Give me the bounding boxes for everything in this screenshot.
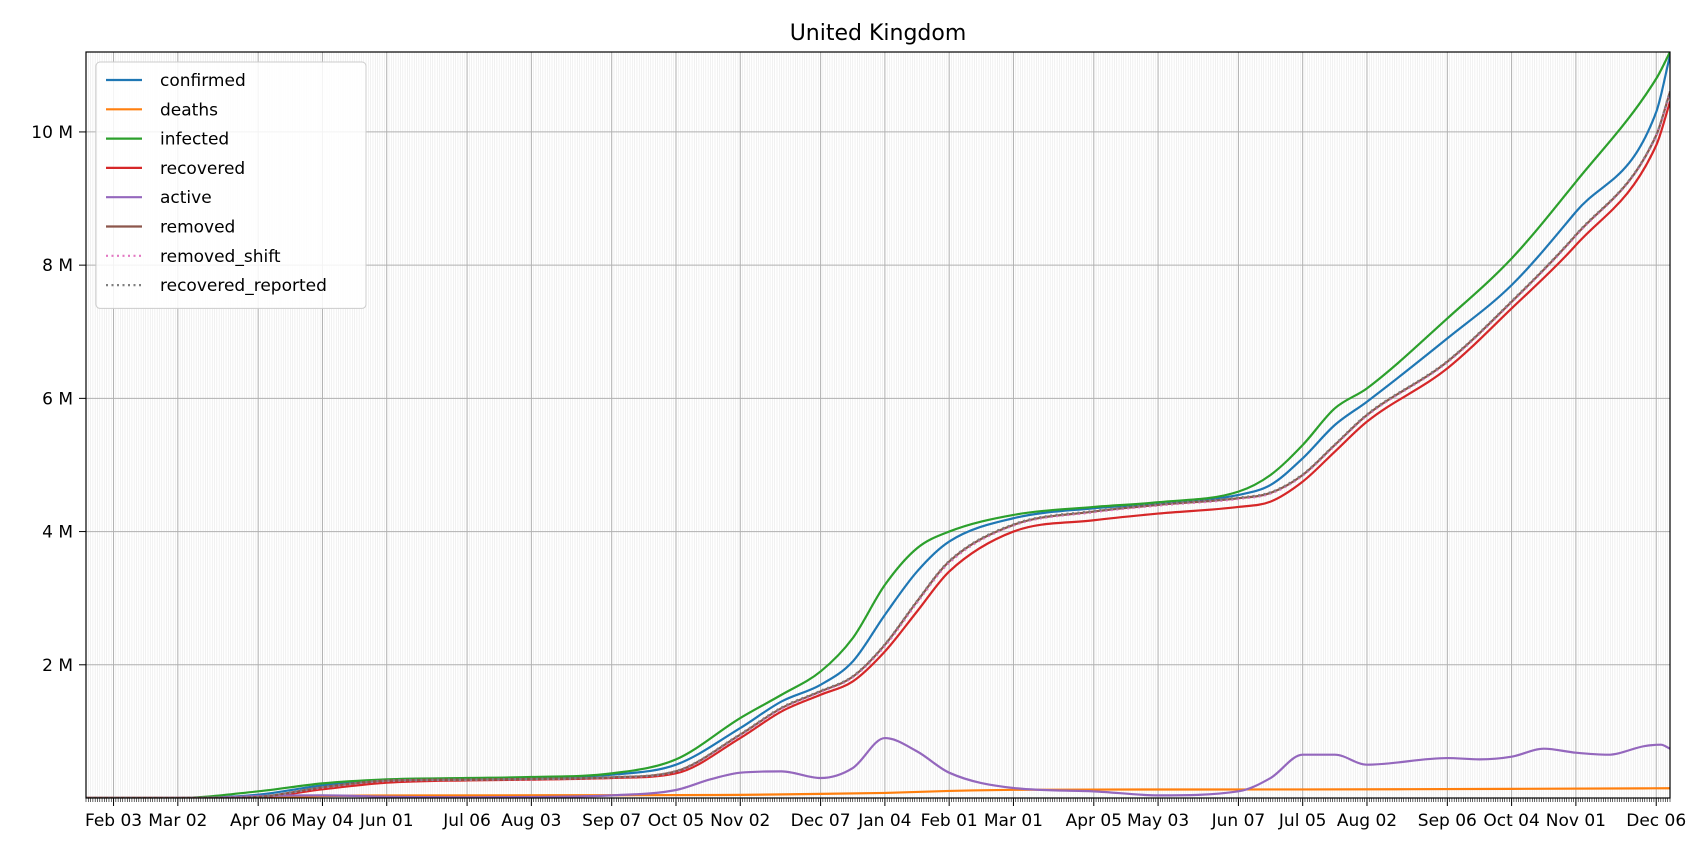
x-tick-label: Nov 01 <box>1546 811 1606 831</box>
minor-grid <box>85 52 1671 798</box>
legend-label: active <box>160 188 212 208</box>
series-removed <box>86 90 1670 798</box>
y-tick-label: 4 M <box>42 523 73 543</box>
legend-label: confirmed <box>160 71 246 91</box>
x-tick-label: Dec 07 <box>791 811 851 831</box>
x-tick-label: May 04 <box>291 811 353 831</box>
x-tick-label: Apr 05 <box>1066 811 1122 831</box>
chart-title: United Kingdom <box>790 21 967 46</box>
x-tick-label: Dec 06 <box>1626 811 1686 831</box>
x-tick-label: Nov 02 <box>710 811 770 831</box>
y-axis: 2 M 4 M 6 M 8 M 10 M <box>31 123 86 676</box>
x-tick-label: Mar 02 <box>148 811 207 831</box>
x-tick-label: Sep 06 <box>1418 811 1477 831</box>
series-recovered <box>86 100 1670 798</box>
legend-label: infected <box>160 130 229 150</box>
x-tick-label: Jan 04 <box>857 811 911 831</box>
x-tick-label: Sep 07 <box>582 811 641 831</box>
x-axis: Feb 03 Mar 02 Apr 06 May 04 Jun 01 Jul 06 Aug … <box>85 798 1686 831</box>
y-tick-label: 8 M <box>42 256 73 276</box>
x-tick-label: Jul 06 <box>442 811 491 831</box>
legend-label: recovered_reported <box>160 276 327 296</box>
y-tick-label: 10 M <box>31 123 73 143</box>
series-layer <box>86 52 1670 798</box>
x-tick-label: Apr 06 <box>230 811 286 831</box>
series-active <box>86 736 1670 798</box>
x-tick-label: Aug 03 <box>501 811 561 831</box>
x-tick-label: Oct 04 <box>1483 811 1539 831</box>
x-tick-label: Jun 01 <box>359 811 414 831</box>
x-tick-label: Jun 07 <box>1211 811 1266 831</box>
x-tick-label: Oct 05 <box>648 811 704 831</box>
legend-label: deaths <box>160 100 218 120</box>
series-infected <box>86 52 1670 798</box>
series-removed-shift <box>86 92 1670 798</box>
x-tick-label: Feb 03 <box>85 811 142 831</box>
legend-box <box>95 61 367 309</box>
x-tick-label: Feb 01 <box>921 811 978 831</box>
x-tick-label: Aug 02 <box>1337 811 1397 831</box>
legend-label: removed_shift <box>160 247 281 267</box>
legend: confirmed deaths infected recovered active re… <box>95 61 367 309</box>
series-deaths <box>86 787 1670 798</box>
x-tick-label: May 03 <box>1127 811 1189 831</box>
legend-label: recovered <box>160 159 245 179</box>
legend-label: removed <box>160 218 235 238</box>
x-tick-label: Mar 01 <box>984 811 1043 831</box>
y-tick-label: 6 M <box>42 389 73 409</box>
x-tick-label: Jul 05 <box>1278 811 1327 831</box>
y-tick-label: 2 M <box>42 656 73 676</box>
